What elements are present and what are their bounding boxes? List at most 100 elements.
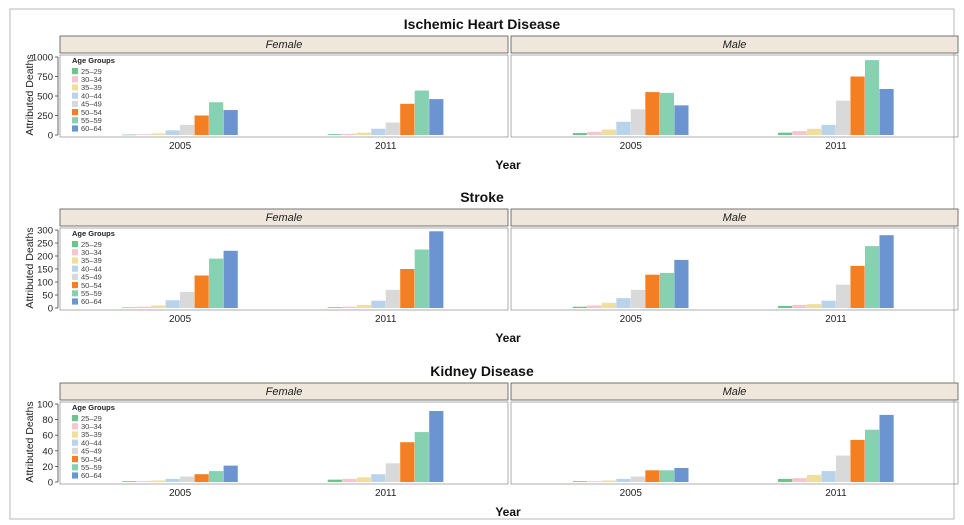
- bar-2011-60–64: [879, 235, 894, 308]
- bar-2005-30–34: [136, 134, 151, 135]
- bar-2005-60–64: [223, 250, 238, 308]
- y-tick-label: 60: [42, 431, 53, 442]
- y-axis-label: Attributed Deaths: [24, 227, 36, 308]
- x-tick-label: 2011: [825, 314, 847, 325]
- legend-label: 35–39: [81, 83, 102, 92]
- legend-swatch-35–39: [72, 257, 78, 264]
- legend-label: 55–59: [81, 463, 102, 472]
- panel-frame: [59, 227, 509, 311]
- legend-label: 40–44: [81, 91, 102, 100]
- legend-swatch-60–64: [72, 472, 78, 479]
- legend-title: Age Groups: [72, 403, 115, 412]
- bar-2005-40–44: [616, 298, 631, 308]
- bar-2011-35–39: [806, 304, 822, 308]
- legend-swatch-30–34: [72, 423, 78, 430]
- bar-2005-35–39: [601, 302, 616, 308]
- bar-2011-45–49: [385, 122, 400, 135]
- legend-swatch-60–64: [72, 298, 78, 305]
- legend-label: 60–64: [81, 471, 102, 480]
- facet-label: Male: [723, 212, 747, 224]
- legend-label: 60–64: [81, 297, 102, 306]
- bar-2011-30–34: [342, 478, 357, 482]
- bar-2005-55–59: [659, 272, 674, 308]
- bar-2011-30–34: [342, 306, 357, 308]
- y-tick-label: 100: [37, 278, 53, 289]
- bar-2005-45–49: [180, 124, 195, 135]
- bar-2005-40–44: [616, 478, 631, 482]
- y-tick-label: 300: [37, 226, 53, 237]
- bar-2011-55–59: [414, 249, 429, 308]
- bar-2011-60–64: [429, 99, 444, 135]
- bar-2005-45–49: [630, 109, 645, 135]
- bar-2005-55–59: [209, 471, 224, 482]
- x-tick-label: 2005: [620, 141, 643, 152]
- bar-2005-45–49: [630, 476, 645, 482]
- bar-2011-25–29: [777, 478, 793, 482]
- legend-swatch-40–44: [72, 439, 78, 446]
- bar-2011-25–29: [327, 307, 342, 308]
- legend-label: 45–49: [81, 273, 102, 282]
- bar-2011-25–29: [777, 132, 793, 135]
- bar-2011-35–39: [356, 132, 371, 135]
- x-tick-label: 2005: [169, 314, 192, 325]
- legend-swatch-45–49: [72, 447, 78, 454]
- x-tick-label: 2011: [375, 488, 397, 499]
- bar-2011-50–54: [850, 265, 865, 308]
- legend-label: 55–59: [81, 116, 102, 125]
- bar-2005-45–49: [180, 291, 195, 308]
- bar-2005-25–29: [122, 134, 137, 136]
- y-tick-label: 0: [48, 131, 53, 142]
- bar-2011-60–64: [429, 411, 444, 482]
- legend-label: 45–49: [81, 447, 102, 456]
- bar-2011-40–44: [371, 128, 386, 135]
- x-axis-label: Year: [495, 505, 521, 519]
- bar-2011-55–59: [414, 432, 429, 482]
- bar-2011-55–59: [864, 429, 880, 482]
- bar-2005-25–29: [122, 307, 137, 309]
- y-tick-label: 200: [37, 252, 53, 263]
- legend-label: 50–54: [81, 108, 102, 117]
- panel-frame: [510, 401, 959, 485]
- bar-2011-45–49: [835, 455, 851, 482]
- bar-2005-35–39: [601, 480, 616, 482]
- bar-2005-60–64: [223, 465, 238, 482]
- bar-2005-25–29: [122, 481, 137, 482]
- bar-2011-55–59: [864, 246, 880, 308]
- legend-swatch-25–29: [72, 68, 78, 75]
- legend-label: 45–49: [81, 100, 102, 109]
- bar-2011-50–54: [400, 442, 415, 482]
- legend-swatch-55–59: [72, 117, 78, 124]
- x-tick-label: 2011: [825, 488, 847, 499]
- x-tick-label: 2005: [169, 488, 192, 499]
- x-tick-label: 2005: [620, 314, 643, 325]
- y-tick-label: 0: [48, 478, 53, 489]
- bar-2011-45–49: [385, 463, 400, 482]
- legend-label: 40–44: [81, 264, 102, 273]
- chart-title: Stroke: [460, 189, 504, 205]
- legend-label: 50–54: [81, 281, 102, 290]
- bar-2011-30–34: [792, 304, 807, 308]
- bar-2005-60–64: [674, 467, 689, 482]
- legend-swatch-50–54: [72, 109, 78, 116]
- facet-label: Female: [266, 212, 303, 224]
- bar-2005-35–39: [601, 129, 616, 135]
- figure-border: [9, 8, 955, 520]
- bar-2011-55–59: [864, 60, 880, 136]
- bar-2011-45–49: [835, 100, 851, 135]
- chart-title: Kidney Disease: [430, 363, 534, 379]
- bar-2011-35–39: [356, 304, 371, 308]
- legend-swatch-55–59: [72, 464, 78, 471]
- facet-strip: [510, 382, 959, 401]
- bar-2011-40–44: [821, 471, 836, 482]
- bar-2011-50–54: [400, 103, 415, 135]
- legend-swatch-35–39: [72, 84, 78, 91]
- bar-2005-30–34: [587, 481, 602, 482]
- facet-strip: [510, 35, 959, 54]
- bar-2011-60–64: [879, 414, 894, 482]
- bar-2011-30–34: [792, 131, 807, 135]
- bar-2005-35–39: [151, 480, 166, 482]
- panel-frame: [59, 54, 509, 138]
- y-tick-label: 250: [37, 239, 53, 250]
